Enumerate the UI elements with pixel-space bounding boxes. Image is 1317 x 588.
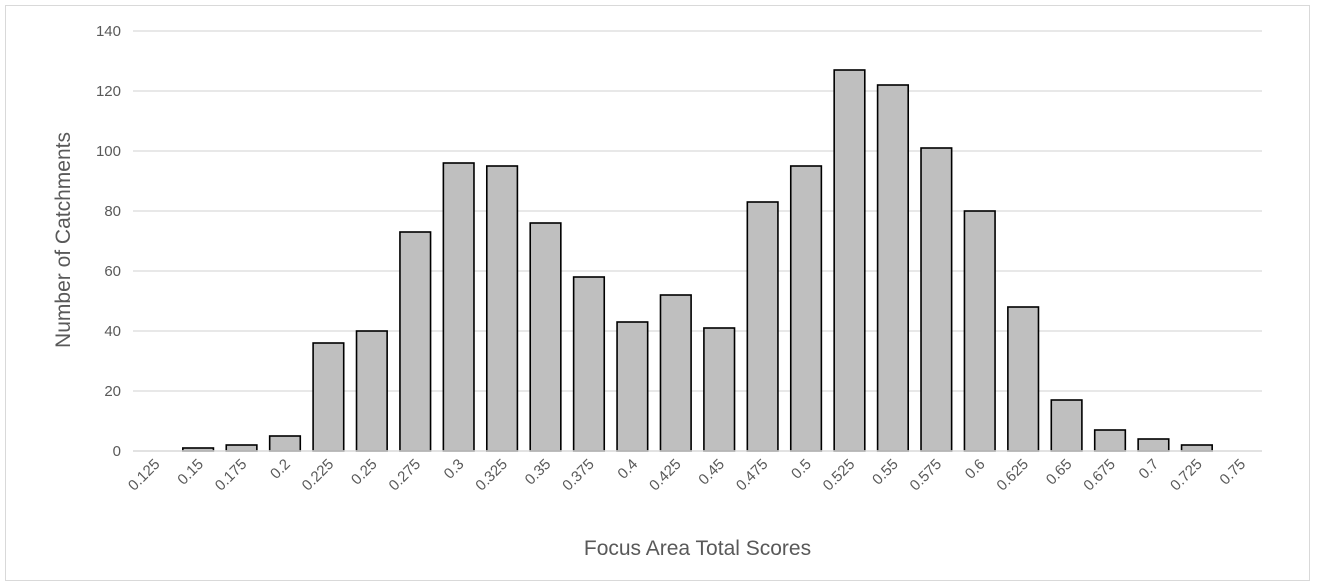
x-tick-label: 0.25: [348, 456, 381, 489]
x-tick-label: 0.15: [174, 456, 207, 489]
chart-frame: [5, 5, 1310, 581]
x-tick-label: 0.425: [646, 456, 685, 495]
x-tick-label: 0.575: [907, 456, 946, 495]
bar: [963, 210, 996, 452]
bar: [485, 165, 519, 452]
x-tick-label: 0.275: [386, 456, 425, 495]
y-tick-label: 100: [96, 143, 121, 160]
bar: [1180, 444, 1213, 452]
y-tick-label: 40: [104, 323, 121, 340]
x-tick-label: 0.475: [733, 456, 772, 495]
bar: [920, 147, 953, 452]
bar: [312, 342, 345, 452]
y-tick-label: 20: [104, 383, 121, 400]
x-tick-label: 0.725: [1167, 456, 1206, 495]
bar: [355, 330, 388, 452]
x-tick-label: 0.6: [962, 456, 989, 483]
bar: [399, 231, 432, 452]
bar: [529, 222, 562, 452]
x-tick-label: 0.65: [1043, 456, 1076, 489]
x-tick-label: 0.175: [212, 456, 251, 495]
x-tick-label: 0.4: [614, 456, 641, 483]
bar: [1007, 306, 1040, 452]
x-tick-label: 0.675: [1080, 456, 1119, 495]
bar: [789, 165, 823, 452]
y-tick-label: 0: [113, 443, 121, 460]
bar: [572, 276, 606, 452]
x-tick-label: 0.2: [267, 456, 294, 483]
x-tick-label: 0.625: [993, 456, 1032, 495]
x-tick-label: 0.45: [695, 456, 728, 489]
y-axis-title: Number of Catchments: [52, 132, 75, 348]
x-tick-label: 0.375: [559, 456, 598, 495]
x-tick-label: 0.525: [820, 456, 859, 495]
y-axis-ticks: 0 20 40 60 80 100 120 140: [96, 23, 121, 460]
y-tick-label: 120: [96, 83, 121, 100]
y-tick-label: 140: [96, 23, 121, 40]
y-tick-label: 60: [104, 263, 121, 280]
bar: [1093, 429, 1127, 452]
bar: [703, 327, 736, 452]
x-tick-label: 0.75: [1216, 456, 1249, 489]
gridlines: [133, 30, 1262, 392]
bar: [876, 84, 910, 452]
bar: [659, 294, 692, 452]
x-tick-label: 0.35: [522, 456, 555, 489]
x-tick-label: 0.125: [125, 456, 164, 495]
bar: [1050, 399, 1083, 452]
y-tick-label: 80: [104, 203, 121, 220]
x-tick-label: 0.225: [299, 456, 338, 495]
x-axis-ticks: 0.125 0.15 0.175 0.2 0.225 0.25 0.275 0.3 0.325 0…: [125, 456, 1249, 495]
bar: [616, 321, 649, 452]
x-tick-label: 0.325: [472, 456, 511, 495]
bar: [225, 444, 258, 452]
x-tick-label: 0.7: [1136, 456, 1163, 483]
x-tick-label: 0.55: [869, 456, 902, 489]
bar: [746, 201, 779, 452]
bar: [1137, 438, 1170, 452]
bar: [268, 435, 302, 452]
x-tick-label: 0.3: [441, 456, 468, 483]
bar: [833, 69, 866, 452]
bar: [442, 162, 475, 452]
x-axis-title: Focus Area Total Scores: [584, 537, 811, 560]
x-tick-label: 0.5: [788, 456, 815, 483]
bars: [182, 69, 1213, 452]
